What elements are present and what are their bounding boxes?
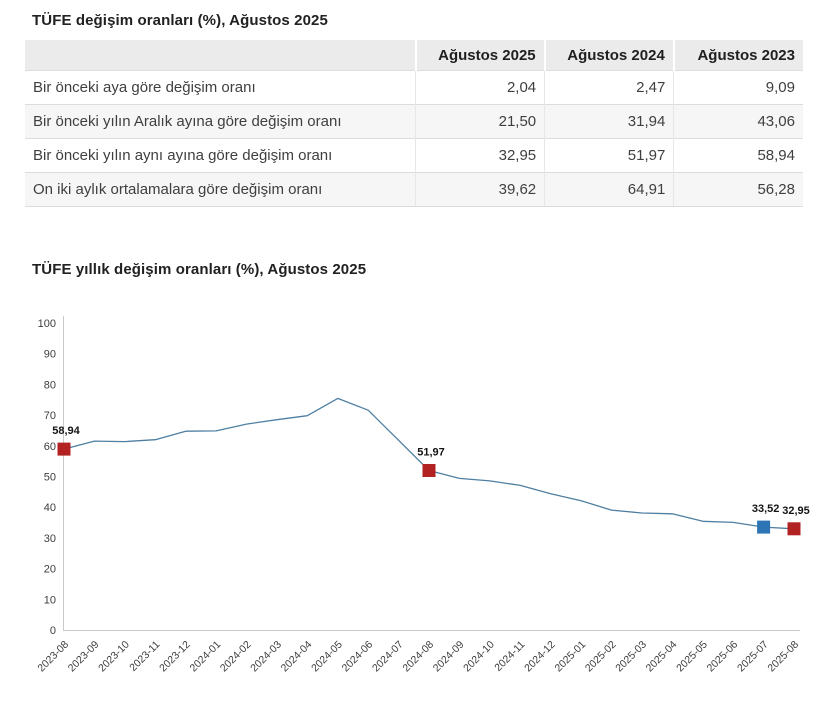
row-value: 9,09 — [673, 70, 803, 105]
table-header-agustos-2023: Ağustos 2023 — [672, 40, 803, 71]
y-axis-tick-label: 70 — [44, 410, 56, 422]
x-axis-tick-label: 2025-02 — [583, 639, 619, 675]
x-axis-tick-label: 2023-12 — [157, 639, 193, 675]
x-axis-tick-label: 2025-04 — [644, 639, 680, 675]
row-value: 2,47 — [544, 70, 674, 105]
x-axis-tick-label: 2024-10 — [461, 639, 497, 675]
annual-change-line-chart: 01020304050607080901002023-082023-092023… — [35, 316, 810, 675]
x-axis-tick-label: 2023-09 — [66, 639, 102, 675]
row-value: 31,94 — [544, 104, 674, 139]
x-axis-tick-label: 2024-06 — [340, 639, 376, 675]
x-axis-tick-label: 2023-08 — [35, 639, 71, 675]
x-axis-tick-label: 2025-01 — [552, 639, 588, 675]
y-axis-tick-label: 0 — [50, 625, 56, 637]
x-axis-tick-label: 2025-05 — [674, 639, 710, 675]
x-axis-tick-label: 2024-03 — [248, 639, 284, 675]
table-header-agustos-2024: Ağustos 2024 — [543, 40, 674, 71]
x-axis-tick-label: 2024-02 — [218, 639, 254, 675]
data-point-label: 33,52 — [752, 503, 780, 515]
x-axis-tick-label: 2024-11 — [492, 639, 527, 674]
row-value: 32,95 — [414, 138, 545, 173]
x-axis-tick-label: 2024-08 — [400, 639, 436, 675]
data-point-label: 58,94 — [52, 425, 80, 437]
table-header-agustos-2025: Ağustos 2025 — [414, 40, 545, 71]
y-axis-tick-label: 30 — [44, 533, 56, 545]
table-section-title: TÜFE değişim oranları (%), Ağustos 2025 — [32, 12, 328, 29]
x-axis-tick-label: 2024-07 — [370, 639, 406, 675]
x-axis-tick-label: 2023-11 — [127, 639, 162, 674]
y-axis-tick-label: 50 — [44, 472, 56, 484]
table-row: Bir önceki aya göre değişim oranı 2,04 2… — [25, 70, 803, 105]
row-label: Bir önceki aya göre değişim oranı — [25, 70, 416, 105]
row-value: 51,97 — [544, 138, 674, 173]
data-point-marker — [787, 522, 801, 536]
x-axis-tick-label: 2024-01 — [187, 639, 223, 675]
data-point-marker — [757, 520, 771, 534]
rates-table: Ağustos 2025 Ağustos 2024 Ağustos 2023 B… — [25, 40, 803, 207]
row-value: 56,28 — [673, 172, 803, 207]
y-axis-tick-label: 10 — [44, 594, 56, 606]
row-value: 39,62 — [414, 172, 545, 207]
row-label: On iki aylık ortalamalara göre değişim o… — [25, 172, 416, 207]
y-axis-tick-label: 40 — [44, 502, 56, 514]
x-axis-tick-label: 2025-08 — [765, 639, 801, 675]
y-axis-tick-label: 60 — [44, 441, 56, 453]
table-row: Bir önceki yılın Aralık ayına göre değiş… — [25, 104, 803, 139]
row-value: 21,50 — [414, 104, 545, 139]
table-row: Bir önceki yılın aynı ayına göre değişim… — [25, 138, 803, 173]
x-axis-tick-label: 2025-03 — [613, 639, 649, 675]
row-value: 64,91 — [544, 172, 674, 207]
series-line — [63, 397, 795, 530]
x-axis-tick-label: 2024-09 — [431, 639, 467, 675]
row-value: 43,06 — [673, 104, 803, 139]
row-value: 2,04 — [414, 70, 545, 105]
row-label: Bir önceki yılın aynı ayına göre değişim… — [25, 138, 416, 173]
table-header-empty-cell — [25, 40, 416, 71]
row-label: Bir önceki yılın Aralık ayına göre değiş… — [25, 104, 416, 139]
x-axis-tick-label: 2024-04 — [279, 639, 315, 675]
data-point-marker — [57, 442, 71, 456]
x-axis-tick-label: 2024-05 — [309, 639, 345, 675]
x-axis-tick-label: 2023-10 — [96, 639, 132, 675]
data-point-label: 51,97 — [417, 447, 445, 459]
y-axis-tick-label: 80 — [44, 379, 56, 391]
y-axis-tick-label: 20 — [44, 564, 56, 576]
data-point-label: 32,95 — [782, 505, 810, 517]
y-axis-tick-label: 100 — [38, 318, 56, 330]
x-axis-tick-label: 2025-07 — [735, 639, 771, 675]
x-axis-tick-label: 2024-12 — [522, 639, 558, 675]
data-point-marker — [422, 464, 436, 477]
table-row: On iki aylık ortalamalara göre değişim o… — [25, 172, 803, 207]
chart-section-title: TÜFE yıllık değişim oranları (%), Ağusto… — [32, 261, 367, 278]
y-axis-tick-label: 90 — [44, 349, 56, 361]
row-value: 58,94 — [673, 138, 803, 173]
table-header-row: Ağustos 2025 Ağustos 2024 Ağustos 2023 — [25, 40, 803, 71]
x-axis-tick-label: 2025-06 — [705, 639, 741, 675]
